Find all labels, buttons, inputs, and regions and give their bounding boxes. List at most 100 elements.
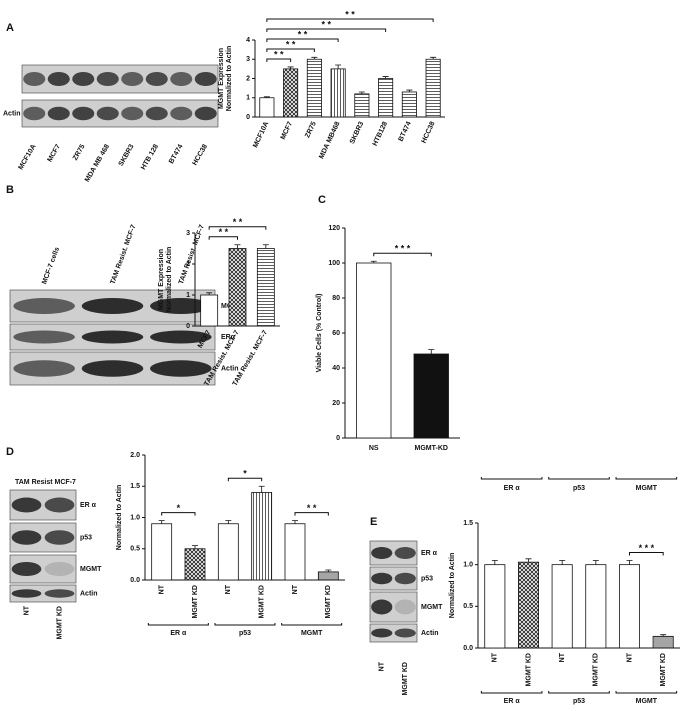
blot-band	[44, 589, 75, 598]
panel-letter: D	[6, 446, 14, 458]
bar	[425, 58, 441, 118]
significance-label: * *	[345, 9, 355, 19]
y-axis-label: Normalized to Actin	[116, 485, 123, 550]
group-label: ER α	[504, 485, 521, 492]
error-bar	[559, 560, 566, 565]
blot-band	[394, 628, 416, 638]
error-bar	[263, 96, 270, 98]
x-tick-label: MGMT-KD	[415, 445, 448, 452]
error-bar	[491, 560, 498, 565]
error-bar	[292, 520, 298, 524]
blot-row-label: MGMT	[421, 604, 443, 611]
blot-band	[11, 530, 42, 545]
blot-row-label: Actin	[80, 590, 98, 597]
error-bar	[428, 349, 435, 354]
blot-band	[371, 599, 393, 615]
significance-bracket	[266, 48, 315, 52]
bar	[259, 97, 275, 118]
significance-bracket	[208, 226, 267, 230]
blot-row-label: ERα	[221, 334, 236, 341]
bar	[200, 294, 219, 327]
group-label: p53	[239, 630, 251, 637]
blot-row-label: Actin	[221, 365, 239, 372]
blot-band	[145, 106, 168, 121]
x-tick-label: SKBR3	[349, 121, 365, 146]
significance-label: * *	[286, 39, 296, 49]
y-tick-label: 1	[246, 95, 250, 102]
y-tick-label: 100	[328, 260, 340, 267]
error-bar	[626, 560, 633, 565]
blot-band	[13, 330, 75, 344]
y-tick-label: 1.5	[463, 520, 473, 527]
x-tick-label: NT	[626, 652, 633, 662]
significance-bracket	[373, 252, 432, 257]
blot-lane-label: SKBR3	[118, 143, 136, 167]
blot-row-label: ER α	[80, 502, 97, 509]
error-bar	[258, 485, 265, 493]
blot-lane-label: MGMT KD	[56, 606, 63, 639]
x-tick-label: MGMT KD	[259, 585, 266, 618]
x-tick-label: BT474	[398, 121, 413, 143]
y-tick-label: 80	[332, 295, 340, 302]
y-tick-label: 0.5	[130, 546, 140, 553]
x-tick-label: MCF7	[280, 121, 294, 141]
blot-band	[44, 497, 75, 513]
significance-label: * *	[307, 503, 317, 513]
blot-band	[81, 330, 144, 344]
blot-band	[150, 330, 212, 344]
blot-lane-label: HTB 128	[140, 143, 160, 171]
blot-band	[81, 298, 144, 314]
blot-band	[44, 530, 75, 545]
blot-band	[194, 106, 217, 121]
bar	[306, 58, 322, 118]
bar	[652, 635, 674, 649]
y-tick-label: 2.0	[130, 452, 140, 459]
blot-band	[194, 72, 217, 86]
group-bracket	[548, 691, 610, 694]
bar	[228, 248, 247, 327]
y-tick-label: 60	[332, 330, 340, 337]
group-label: MGMT	[636, 698, 658, 705]
panel-letter: B	[6, 184, 14, 196]
blot-row-label: MGMT	[80, 566, 102, 573]
blot-band	[23, 106, 46, 121]
blot-band	[371, 547, 393, 559]
y-tick-label: 4	[246, 37, 250, 44]
significance-label: * * *	[639, 543, 655, 553]
error-bar	[192, 545, 198, 549]
blot-band	[44, 562, 75, 576]
blot-row-label: p53	[80, 534, 92, 541]
y-tick-label: 40	[332, 365, 340, 372]
blot-lane-label: MGMT KD	[402, 662, 409, 695]
significance-label: * * *	[395, 244, 411, 254]
y-tick-label: 0	[186, 323, 190, 330]
blot-band	[371, 572, 393, 585]
y-tick-label: 1.0	[130, 514, 140, 521]
error-bar	[225, 520, 232, 524]
blot-lane-label: TAM Resist. MCF-7	[178, 224, 206, 286]
error-bar	[158, 520, 165, 524]
y-tick-label: 0	[246, 114, 250, 121]
blot-band	[11, 562, 42, 576]
blot-band	[13, 298, 75, 314]
group-bracket	[548, 477, 610, 480]
blot-band	[72, 72, 95, 86]
blot-band	[145, 72, 168, 86]
y-tick-label: 0	[336, 435, 340, 442]
significance-bracket	[266, 38, 339, 42]
bar	[354, 93, 370, 118]
blot-band	[13, 360, 75, 377]
blot-band	[394, 599, 416, 615]
blot-band	[121, 72, 144, 86]
bar	[256, 248, 275, 327]
error-bar	[382, 76, 389, 79]
blot-row-label: ER α	[421, 550, 438, 557]
group-bracket	[480, 477, 543, 480]
panel-letter: A	[6, 22, 14, 34]
blot-row-label: Actin	[3, 110, 21, 117]
y-axis-label: MGMT Expression	[218, 48, 225, 109]
error-bar	[234, 244, 241, 249]
bar	[585, 564, 607, 649]
significance-bracket	[294, 512, 329, 516]
error-bar	[335, 64, 342, 69]
